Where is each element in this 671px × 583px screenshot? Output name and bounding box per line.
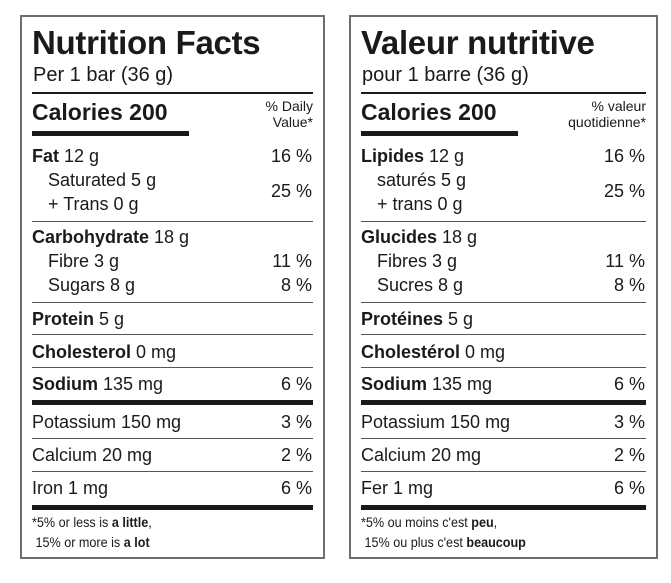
thick-divider: [361, 400, 646, 405]
divider: [32, 471, 313, 472]
row-sugars: Sugars 8 g 8 %: [48, 275, 312, 295]
calories: Calories 200: [361, 99, 497, 125]
row-iron: Fer 1 mg 6 %: [361, 478, 645, 498]
row-iron: Iron 1 mg 6 %: [32, 478, 312, 498]
row-potassium: Potassium 150 mg 3 %: [32, 412, 312, 432]
row-potassium: Potassium 150 mg 3 %: [361, 412, 645, 432]
row-sodium: Sodium 135 mg 6 %: [32, 374, 312, 394]
row-cholesterol: Cholestérol 0 mg: [361, 342, 506, 362]
calories-bar: [32, 131, 189, 136]
row-cholesterol: Cholesterol 0 mg: [32, 342, 177, 362]
serving-size: Per 1 bar (36 g): [33, 64, 174, 86]
thick-divider: [32, 505, 313, 510]
divider: [32, 438, 313, 439]
row-calcium: Calcium 20 mg 2 %: [361, 445, 645, 465]
divider: [361, 471, 646, 472]
panel-title: Valeur nutritive: [361, 24, 595, 61]
pct-value: 16 %: [270, 146, 312, 166]
row-trans: + Trans 0 g: [48, 194, 139, 214]
daily-value-header: % Daily Value*: [265, 98, 313, 130]
thick-divider: [32, 400, 313, 405]
row-carbohydrate: Glucides 18 g: [361, 227, 478, 247]
row-trans: + trans 0 g: [377, 194, 463, 214]
nutrition-facts-panel-french: Valeur nutritive pour 1 barre (36 g) Cal…: [349, 15, 658, 559]
row-carbohydrate: Carbohydrate 18 g: [32, 227, 190, 247]
row-sodium: Sodium 135 mg 6 %: [361, 374, 645, 394]
row-saturated: Saturated 5 g: [48, 170, 157, 190]
row-fat: Fat 12 g 16 %: [32, 146, 312, 166]
divider: [361, 367, 646, 368]
panel-title: Nutrition Facts: [32, 24, 261, 61]
divider: [32, 334, 313, 335]
row-saturated: saturés 5 g: [377, 170, 467, 190]
row-fibre: Fibre 3 g 11 %: [48, 251, 312, 271]
footnote: *5% ou moins c'est peu, 15% ou plus c'es…: [361, 514, 526, 550]
divider: [32, 92, 313, 94]
calories: Calories 200: [32, 99, 168, 125]
row-protein: Protein 5 g: [32, 309, 125, 329]
row-fat: Lipides 12 g 16 %: [361, 146, 645, 166]
divider: [361, 221, 646, 222]
row-calcium: Calcium 20 mg 2 %: [32, 445, 312, 465]
nutrition-facts-panel-english: Nutrition Facts Per 1 bar (36 g) Calorie…: [20, 15, 325, 559]
thick-divider: [361, 505, 646, 510]
calories-bar: [361, 131, 518, 136]
divider: [32, 367, 313, 368]
divider: [361, 302, 646, 303]
row-sugars: Sucres 8 g 8 %: [377, 275, 645, 295]
divider: [361, 334, 646, 335]
row-fibre: Fibres 3 g 11 %: [377, 251, 645, 271]
serving-size: pour 1 barre (36 g): [362, 64, 529, 86]
row-protein: Protéines 5 g: [361, 309, 474, 329]
divider: [32, 302, 313, 303]
divider: [361, 438, 646, 439]
divider: [32, 221, 313, 222]
divider: [361, 92, 646, 94]
daily-value-header: % valeur quotidienne*: [568, 98, 646, 130]
footnote: *5% or less is a little, 15% or more is …: [32, 514, 152, 550]
